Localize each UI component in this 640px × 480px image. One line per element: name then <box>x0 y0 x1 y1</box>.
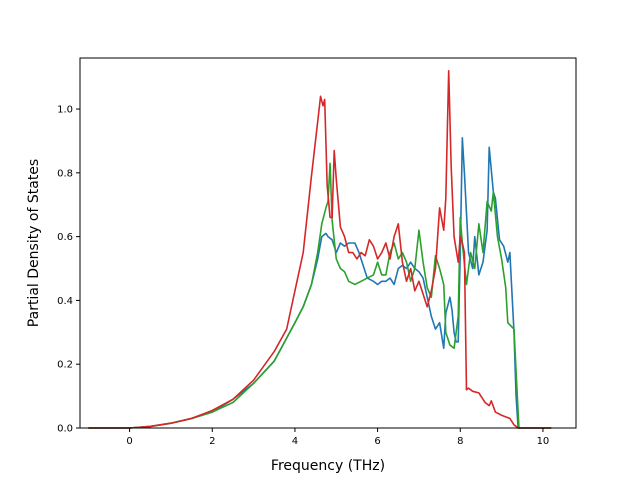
x-tick-label: 4 <box>292 436 298 447</box>
y-tick-label: 0.4 <box>57 296 73 307</box>
x-axis-ticks: 0 2 4 6 8 10 <box>126 428 549 447</box>
axes-frame <box>79 57 577 429</box>
y-axis-label: Partial Density of States <box>26 159 42 327</box>
series-line-1 <box>88 136 552 429</box>
y-axis-ticks: 0.0 0.2 0.4 0.6 0.8 1.0 <box>57 105 80 435</box>
x-tick-label: 10 <box>537 436 550 447</box>
y-tick-label: 0.0 <box>57 424 73 435</box>
x-tick-label: 8 <box>457 436 463 447</box>
x-tick-label: 6 <box>374 436 380 447</box>
y-tick-label: 0.8 <box>57 168 73 179</box>
x-tick-label: 0 <box>126 436 132 447</box>
series-line-2 <box>88 162 552 429</box>
x-tick-label: 2 <box>209 436 215 447</box>
y-tick-label: 0.6 <box>57 232 73 243</box>
y-tick-label: 0.2 <box>57 360 73 371</box>
series-line-3 <box>88 69 552 429</box>
y-tick-label: 1.0 <box>57 105 73 116</box>
series-layer <box>88 69 552 429</box>
x-axis-label: Frequency (THz) <box>271 458 385 474</box>
